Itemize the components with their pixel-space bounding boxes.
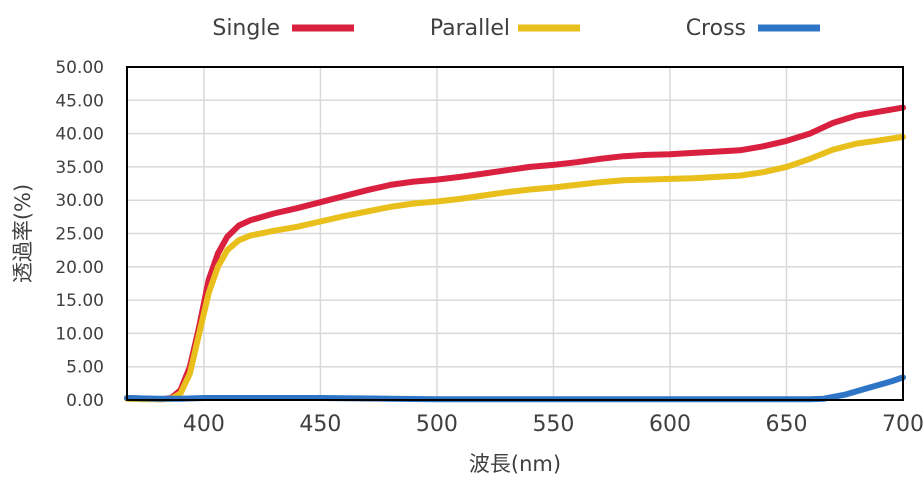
x-tick-labels: 400 450 500 550 600 650 700	[183, 412, 924, 437]
x-tick-label: 450	[299, 412, 341, 437]
legend-label-single: Single	[212, 16, 280, 41]
y-tick-label: 30.00	[55, 191, 104, 211]
x-tick-label: 600	[649, 412, 691, 437]
y-axis-title: 透過率(%)	[11, 184, 35, 283]
x-tick-label: 550	[532, 412, 574, 437]
x-tick-label: 500	[416, 412, 458, 437]
legend-label-cross: Cross	[686, 16, 746, 41]
x-axis-title: 波長(nm)	[469, 452, 561, 476]
y-tick-label: 45.00	[55, 91, 104, 111]
y-tick-labels: 0.00 5.00 10.00 15.00 20.00 25.00 30.00 35.00 40…	[55, 58, 104, 411]
y-tick-label: 15.00	[55, 291, 104, 311]
y-tick-label: 50.00	[55, 58, 104, 78]
grid	[127, 66, 904, 401]
y-tick-label: 20.00	[55, 258, 104, 278]
x-tick-label: 400	[183, 412, 225, 437]
y-tick-label: 35.00	[55, 158, 104, 178]
y-tick-label: 5.00	[66, 358, 104, 378]
legend-label-parallel: Parallel	[430, 16, 510, 41]
plot-area-border	[126, 66, 904, 401]
series-line-parallel	[124, 133, 906, 403]
y-tick-label: 40.00	[55, 125, 104, 145]
y-tick-label: 25.00	[55, 225, 104, 245]
x-tick-label: 700	[882, 412, 924, 437]
y-tick-label: 0.00	[66, 391, 104, 411]
x-tick-label: 650	[765, 412, 807, 437]
legend: Single Parallel Cross	[212, 16, 820, 41]
y-tick-label: 10.00	[55, 324, 104, 344]
